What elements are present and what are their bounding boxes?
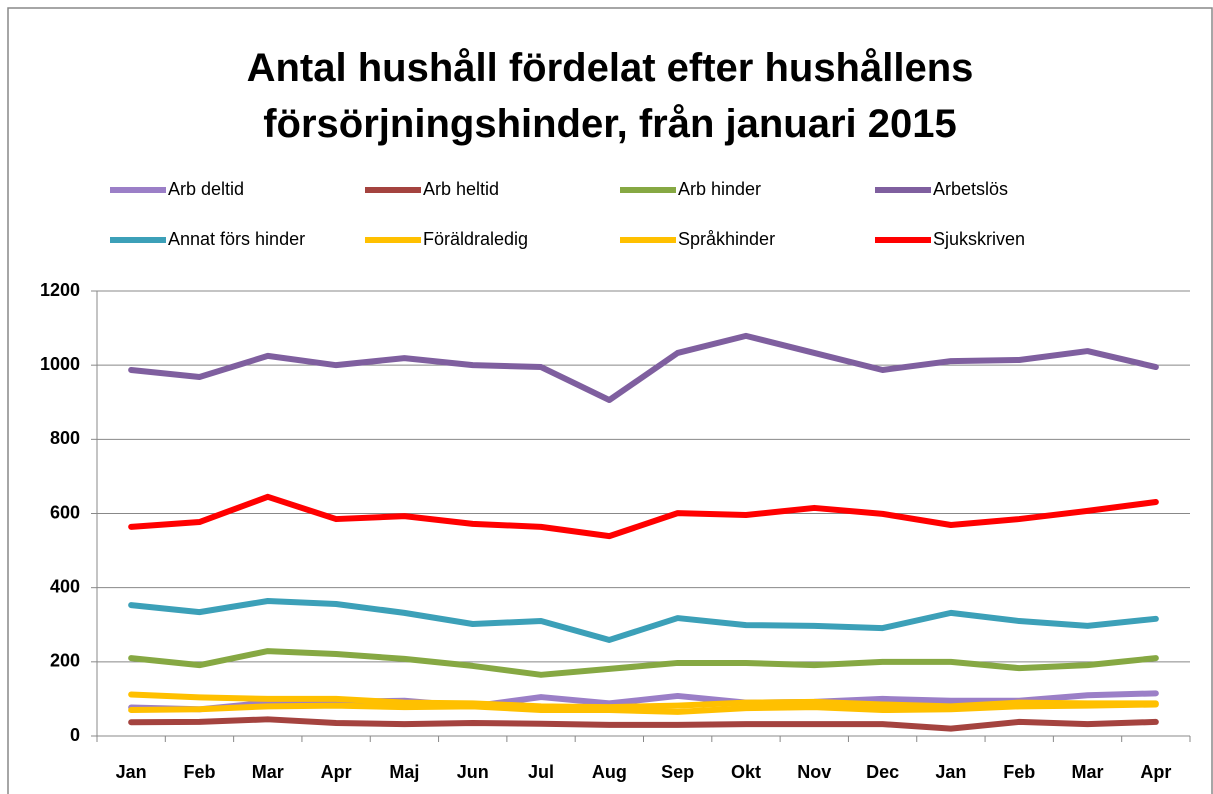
legend-label: Språkhinder	[678, 229, 775, 249]
legend-label: Sjukskriven	[933, 229, 1025, 249]
series-line	[128, 332, 1159, 404]
y-tick-label: 800	[50, 428, 80, 448]
x-tick-label: Jun	[457, 762, 489, 782]
x-tick-label: Mar	[1072, 762, 1104, 782]
series-line	[128, 691, 1159, 711]
x-tick-label: Maj	[389, 762, 419, 782]
legend-label: Arb deltid	[168, 179, 244, 199]
x-tick-label: Jan	[116, 762, 147, 782]
x-tick-label: Jul	[528, 762, 554, 782]
series-line	[128, 690, 1159, 713]
legend-label: Arbetslös	[933, 179, 1008, 199]
x-tick-label: Feb	[1003, 762, 1035, 782]
legend-label: Arb hinder	[678, 179, 761, 199]
y-tick-label: 0	[70, 725, 80, 745]
chart-title: Antal hushåll fördelat efter hushållens …	[246, 46, 974, 146]
x-tick-label: Dec	[866, 762, 899, 782]
y-tick-label: 600	[50, 502, 80, 522]
y-tick-label: 1200	[40, 280, 80, 300]
legend-label: Annat förs hinder	[168, 229, 305, 249]
x-tick-label: Jan	[935, 762, 966, 782]
series-line	[128, 493, 1159, 540]
x-tick-label: Aug	[592, 762, 627, 782]
y-tick-label: 200	[50, 651, 80, 671]
x-tick-label: Feb	[183, 762, 215, 782]
y-tick-label: 1000	[40, 354, 80, 374]
chart-border	[7, 7, 1213, 794]
x-tick-label: Sep	[661, 762, 694, 782]
x-tick-label: Nov	[797, 762, 831, 782]
legend-label: Föräldraledig	[423, 229, 528, 249]
series-line	[128, 716, 1159, 732]
legend-label: Arb heltid	[423, 179, 499, 199]
series-line	[128, 701, 1159, 715]
x-tick-label: Mar	[252, 762, 284, 782]
x-tick-label: Okt	[731, 762, 761, 782]
x-tick-label: Apr	[321, 762, 352, 782]
x-tick-label: Apr	[1140, 762, 1171, 782]
series-line	[128, 648, 1159, 678]
y-tick-label: 400	[50, 576, 80, 596]
series-line	[128, 598, 1159, 643]
